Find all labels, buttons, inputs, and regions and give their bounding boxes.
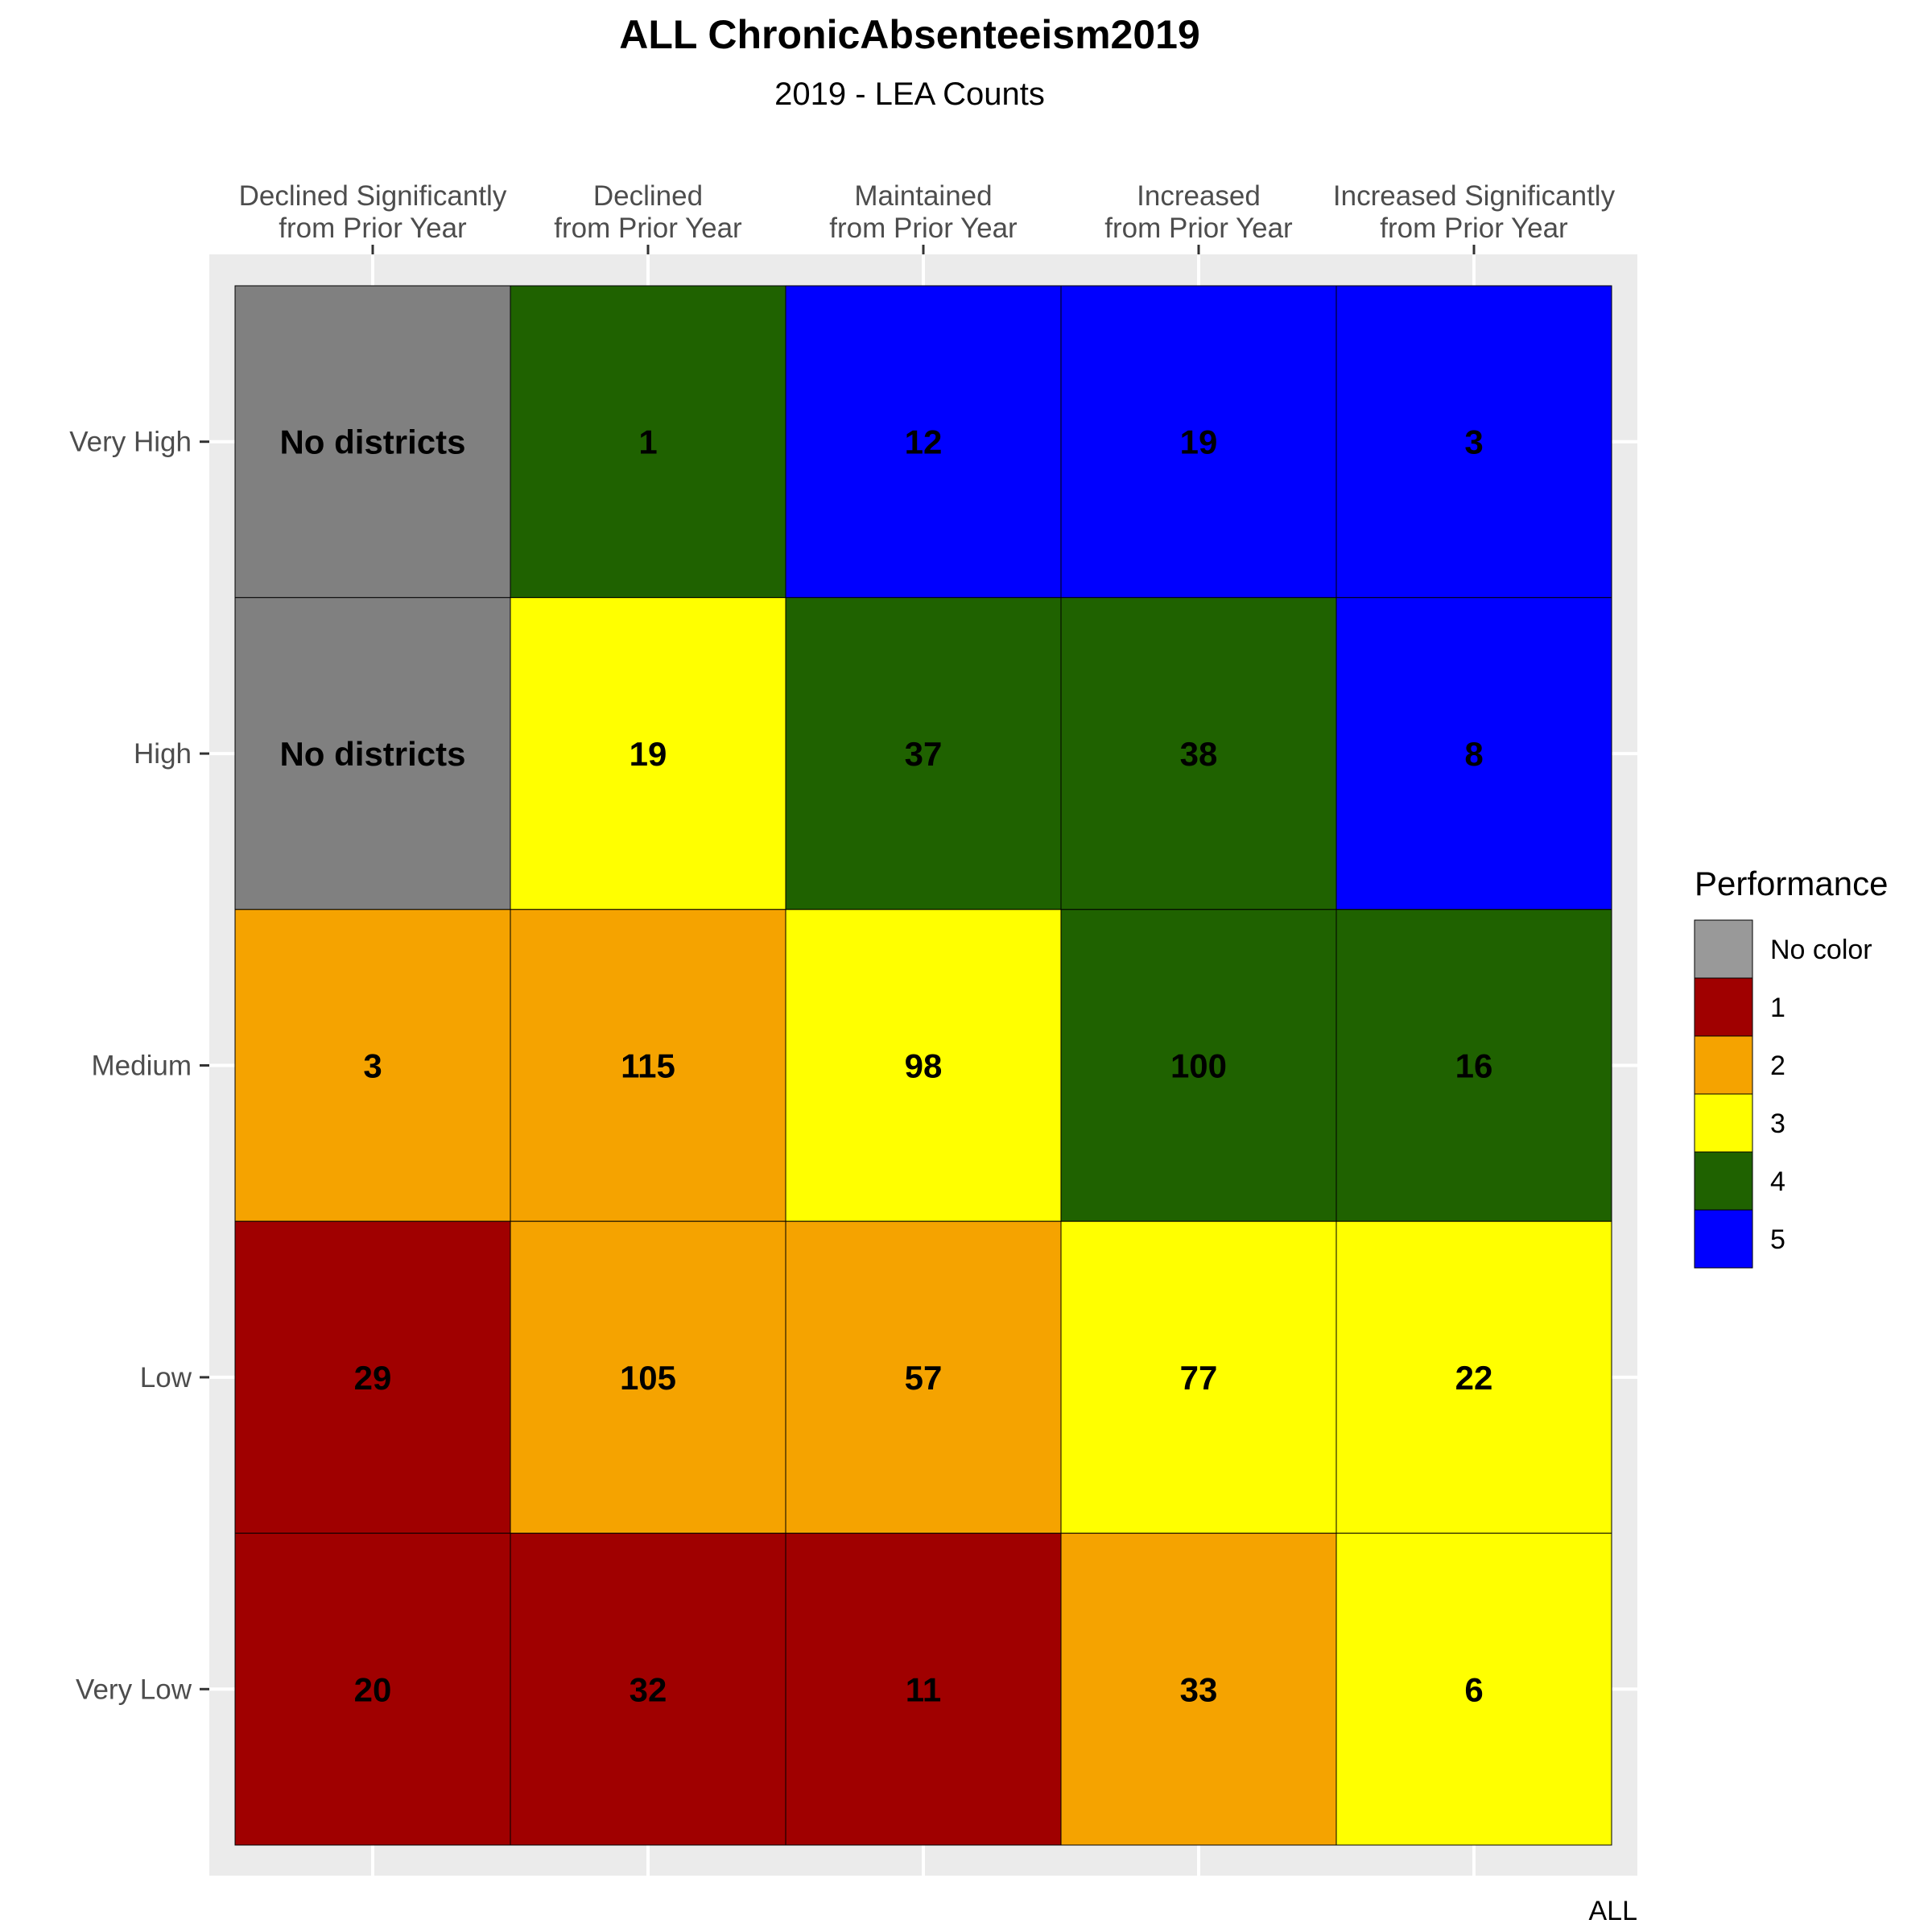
cell-value-label: 100 xyxy=(1170,1047,1227,1085)
cell-value-label: 6 xyxy=(1464,1670,1483,1708)
heatmap-cell xyxy=(785,285,1062,598)
cell-value-label: 22 xyxy=(1455,1359,1493,1397)
cell-value-label: 20 xyxy=(354,1670,392,1708)
heatmap-cell xyxy=(785,1533,1062,1846)
legend-swatch xyxy=(1694,1209,1753,1269)
legend-swatch xyxy=(1694,977,1753,1037)
y-axis: Very High High Medium Low Very Low xyxy=(69,427,209,1705)
heatmap-cell xyxy=(510,597,786,910)
heatmap-cell xyxy=(1335,909,1612,1222)
x-axis: Declined Significantly from Prior YearDec… xyxy=(239,180,1616,254)
heatmap-cell xyxy=(234,909,511,1222)
cell-value-label: 12 xyxy=(905,423,943,461)
y-tick-label: High xyxy=(134,738,192,770)
legend-swatch xyxy=(1694,1093,1753,1153)
cell-value-label: 3 xyxy=(363,1047,382,1085)
heatmap-cell xyxy=(1060,909,1337,1222)
x-tick-label-line: from Prior Year xyxy=(1380,213,1568,244)
x-tick-label-line: from Prior Year xyxy=(829,213,1018,244)
heatmap-cell xyxy=(1060,597,1337,910)
heatmap-cell xyxy=(510,909,786,1222)
legend-swatch xyxy=(1694,1035,1753,1095)
legend-label: 5 xyxy=(1770,1224,1785,1255)
x-tick-label: Increased from Prior Year xyxy=(1104,180,1293,244)
x-tick-label-line: Increased xyxy=(1137,180,1261,212)
heatmap-cell xyxy=(234,285,511,598)
cell-value-label: No districts xyxy=(279,423,465,461)
cell-value-label: 33 xyxy=(1180,1670,1218,1708)
x-tick-label: Maintained from Prior Year xyxy=(829,180,1018,244)
y-tick-label: Medium xyxy=(92,1051,192,1082)
heatmap-cell xyxy=(234,1220,511,1534)
x-tick-label-line: Increased Significantly xyxy=(1333,180,1616,212)
cell-value-label: 32 xyxy=(630,1670,667,1708)
cell-value-label: 57 xyxy=(905,1359,943,1397)
cell-value-label: 37 xyxy=(905,735,943,773)
heatmap-cell xyxy=(1060,1220,1337,1534)
heatmap-cell xyxy=(1335,1220,1612,1534)
x-tick-label-line: Maintained xyxy=(854,180,992,212)
cell-value-label: 77 xyxy=(1180,1359,1218,1397)
y-tick-label: Very Low xyxy=(76,1674,192,1705)
x-tick-label-line: Declined Significantly xyxy=(239,180,507,212)
x-tick-label: Increased Significantly from Prior Year xyxy=(1333,180,1616,244)
cell-value-label: 105 xyxy=(620,1359,676,1397)
legend-label: 1 xyxy=(1770,993,1785,1023)
heatmap-cell xyxy=(1335,597,1612,910)
cell-value-label: 19 xyxy=(630,735,667,773)
cell-value-label: 19 xyxy=(1180,423,1218,461)
legend-label: 2 xyxy=(1770,1051,1785,1081)
x-tick-label: Declined from Prior Year xyxy=(554,180,742,244)
chart-caption: ALL xyxy=(1589,1896,1638,1926)
heatmap-cell xyxy=(1060,285,1337,598)
legend-swatch xyxy=(1694,919,1753,979)
cell-value-label: 3 xyxy=(1464,423,1483,461)
cell-value-label: 8 xyxy=(1464,735,1483,773)
cell-value-label: 16 xyxy=(1455,1047,1493,1085)
heatmap-cell xyxy=(510,1220,786,1534)
legend-label: 3 xyxy=(1770,1108,1785,1139)
heatmap-cell xyxy=(785,1220,1062,1534)
chart-title: ALL ChronicAbsenteeism2019 xyxy=(619,12,1200,57)
chart-subtitle: 2019 - LEA Counts xyxy=(774,76,1045,112)
x-tick-label-line: from Prior Year xyxy=(279,213,467,244)
x-tick-label-line: Declined xyxy=(593,180,703,212)
legend-label: No color xyxy=(1770,935,1872,965)
cell-value-label: 1 xyxy=(638,423,657,461)
heatmap-cell xyxy=(1335,1533,1612,1846)
heatmap-cell xyxy=(1335,285,1612,598)
cell-value-label: 29 xyxy=(354,1359,392,1397)
x-tick-label-line: from Prior Year xyxy=(554,213,742,244)
heatmap-cell xyxy=(234,1533,511,1846)
legend-swatch xyxy=(1694,1151,1753,1211)
legend-label: 4 xyxy=(1770,1166,1785,1197)
cell-value-label: 11 xyxy=(906,1670,941,1708)
heatmap-cell xyxy=(785,909,1062,1222)
cell-value-label: 38 xyxy=(1180,735,1218,773)
heatmap-cell xyxy=(510,1533,786,1846)
legend: Performance No color 1 2 3 4 5 xyxy=(1694,865,1888,1269)
cell-value-label: No districts xyxy=(279,735,465,773)
cell-value-label: 115 xyxy=(621,1047,675,1085)
heatmap-cell xyxy=(234,597,511,910)
x-tick-label: Declined Significantly from Prior Year xyxy=(239,180,507,244)
x-tick-label-line: from Prior Year xyxy=(1104,213,1293,244)
cell-value-label: 98 xyxy=(905,1047,943,1085)
y-tick-label: Low xyxy=(140,1362,192,1393)
heatmap-cells: No districts 1 12 19 3 No districts 19 37 38 8 3 11… xyxy=(234,285,1612,1846)
legend-title: Performance xyxy=(1695,865,1888,902)
y-tick-label: Very High xyxy=(69,427,192,458)
